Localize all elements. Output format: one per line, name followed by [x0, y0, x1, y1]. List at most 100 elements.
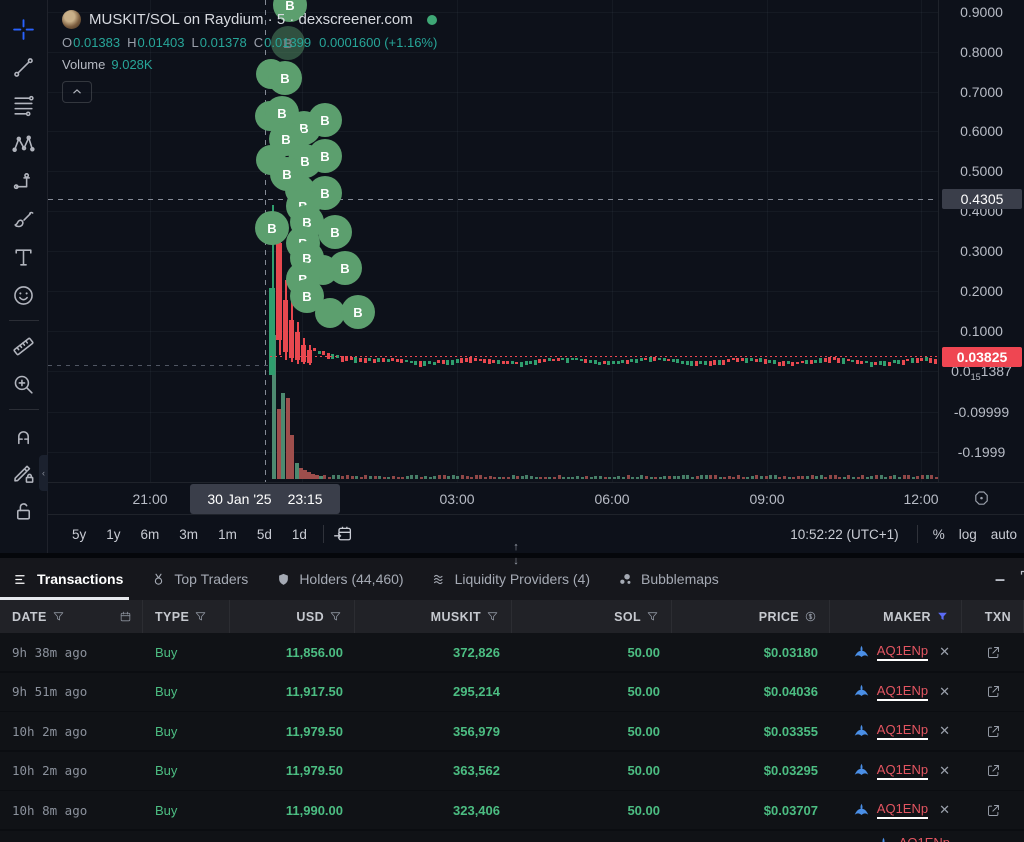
- funnel-icon[interactable]: [52, 610, 65, 623]
- buy-marker-bubble[interactable]: B: [341, 295, 375, 329]
- transaction-row[interactable]: AQ1ENp: [0, 831, 1024, 842]
- candle: [322, 351, 326, 355]
- open-transaction-icon[interactable]: [986, 724, 1001, 739]
- maker-address-link[interactable]: AQ1ENp: [899, 835, 950, 842]
- buy-marker-bubble[interactable]: B: [268, 61, 302, 95]
- pane-divider[interactable]: [0, 553, 1024, 558]
- toolbar-divider: [8, 320, 39, 321]
- candle: [593, 360, 597, 364]
- column-header-type[interactable]: TYPE: [143, 600, 230, 633]
- forecast-tool-button[interactable]: [5, 162, 43, 200]
- transaction-row[interactable]: 10h 2m ago Buy 11,979.50 356,979 50.00 $0.033…: [0, 712, 1024, 751]
- auto-scale-button[interactable]: auto: [990, 526, 1017, 542]
- brush-icon: [11, 207, 36, 232]
- tab-transactions[interactable]: Transactions: [0, 558, 137, 600]
- calendar-icon[interactable]: [119, 610, 132, 623]
- candle: [317, 350, 321, 355]
- time-axis[interactable]: 21:00 03:00 06:00 09:00 12:00 30 Jan '25 23:15: [48, 482, 939, 514]
- column-header-txn[interactable]: TXN: [962, 600, 1024, 633]
- column-header-date[interactable]: DATE: [0, 600, 143, 633]
- column-header-maker[interactable]: MAKER: [830, 600, 962, 633]
- buy-marker-bubble[interactable]: B: [273, 0, 307, 22]
- ruler-tool-button[interactable]: [5, 327, 43, 365]
- transaction-row[interactable]: 10h 2m ago Buy 11,979.50 363,562 50.00 $0.032…: [0, 751, 1024, 790]
- candle: [763, 358, 767, 365]
- range-button-1y[interactable]: 1y: [106, 526, 121, 542]
- range-button-5y[interactable]: 5y: [72, 526, 87, 542]
- open-transaction-icon[interactable]: [986, 684, 1001, 699]
- xabcd-pattern-tool-button[interactable]: [5, 124, 43, 162]
- emoji-tool-button[interactable]: [5, 276, 43, 314]
- maker-address-link[interactable]: AQ1ENp: [876, 643, 929, 661]
- buy-marker-bubble[interactable]: B: [271, 26, 305, 60]
- tab-top-traders[interactable]: Top Traders: [137, 558, 262, 600]
- volume-bar: [553, 477, 556, 479]
- maker-address-link[interactable]: AQ1ENp: [876, 722, 929, 741]
- trend-line-tool-button[interactable]: [5, 48, 43, 86]
- transaction-row[interactable]: 9h 51m ago Buy 11,917.50 295,214 50.00 $0.040…: [0, 672, 1024, 711]
- fib-lines-tool-button[interactable]: [5, 86, 43, 124]
- price-axis[interactable]: 0.9000 0.8000 0.7000 0.6000 0.5000 0.4000 0.43…: [938, 0, 1024, 482]
- minimize-panel-button[interactable]: –: [994, 568, 1005, 589]
- brush-tool-button[interactable]: [5, 200, 43, 238]
- candle: [901, 360, 905, 365]
- chart-plot-area[interactable]: BBBBBBBBBBBBBBBBBBBBB MUSKIT/SOL on Rayd…: [48, 0, 938, 482]
- range-button-1d[interactable]: 1d: [291, 526, 307, 542]
- tab-holders[interactable]: Holders (44,460): [262, 558, 417, 600]
- candle: [708, 361, 712, 366]
- maker-address-link[interactable]: AQ1ENp: [876, 683, 929, 701]
- remove-maker-filter-icon[interactable]: ✕: [939, 644, 950, 659]
- range-button-3m[interactable]: 3m: [179, 526, 199, 542]
- maker-address-link[interactable]: AQ1ENp: [876, 762, 929, 780]
- go-to-date-button[interactable]: [332, 524, 353, 545]
- resize-down-arrow[interactable]: ↓: [513, 555, 519, 567]
- buy-marker-bubble[interactable]: [315, 298, 345, 328]
- range-button-5d[interactable]: 5d: [256, 526, 272, 542]
- open-transaction-icon[interactable]: [986, 803, 1001, 818]
- crosshair-tool-button[interactable]: [5, 10, 43, 48]
- lock-all-tool-button[interactable]: [5, 492, 43, 530]
- range-button-6m[interactable]: 6m: [140, 526, 160, 542]
- log-scale-button[interactable]: log: [958, 526, 977, 542]
- buy-marker-bubble[interactable]: B: [290, 279, 324, 313]
- candle: [520, 362, 523, 367]
- maker-address-link[interactable]: AQ1ENp: [876, 801, 929, 820]
- column-header-muskit[interactable]: MUSKIT: [355, 600, 512, 633]
- dollar-icon[interactable]: [804, 610, 817, 623]
- text-tool-button[interactable]: [5, 238, 43, 276]
- resize-up-arrow[interactable]: ↑: [513, 541, 519, 553]
- open-transaction-icon[interactable]: [986, 763, 1001, 778]
- transaction-row[interactable]: 9h 38m ago Buy 11,856.00 372,826 50.00 $0.031…: [0, 633, 1024, 671]
- drawing-lock-tool-button[interactable]: [5, 454, 43, 492]
- expand-panel-button[interactable]: [1019, 569, 1024, 589]
- tab-liquidity-providers[interactable]: Liquidity Providers (4): [418, 558, 604, 600]
- range-button-1m[interactable]: 1m: [218, 526, 237, 542]
- toolbar-collapse-handle[interactable]: ‹: [39, 455, 48, 491]
- remove-maker-filter-icon[interactable]: ✕: [939, 762, 950, 778]
- buy-marker-bubble[interactable]: B: [308, 103, 342, 137]
- remove-maker-filter-icon[interactable]: ✕: [939, 802, 950, 818]
- buy-marker-bubble[interactable]: B: [308, 139, 342, 173]
- transaction-row[interactable]: 10h 8m ago Buy 11,990.00 323,406 50.00 $0.037…: [0, 791, 1024, 830]
- column-header-sol[interactable]: SOL: [512, 600, 672, 633]
- axis-settings-corner[interactable]: [938, 482, 1024, 514]
- remove-maker-filter-icon[interactable]: ✕: [939, 723, 950, 739]
- buy-marker-bubble[interactable]: B: [318, 215, 352, 249]
- zoom-in-tool-button[interactable]: [5, 365, 43, 403]
- percent-scale-button[interactable]: %: [932, 526, 945, 542]
- tab-bubblemaps[interactable]: Bubblemaps: [604, 558, 733, 600]
- funnel-icon[interactable]: [194, 610, 207, 623]
- column-header-usd[interactable]: USD: [230, 600, 355, 633]
- funnel-icon[interactable]: [646, 610, 659, 623]
- funnel-icon[interactable]: [329, 610, 342, 623]
- filter-active-icon[interactable]: [936, 610, 949, 623]
- funnel-icon[interactable]: [486, 610, 499, 623]
- open-transaction-icon[interactable]: [986, 645, 1001, 660]
- divider: [916, 525, 918, 543]
- column-header-price[interactable]: PRICE: [672, 600, 830, 633]
- magnet-tool-button[interactable]: [5, 416, 43, 454]
- remove-maker-filter-icon[interactable]: ✕: [939, 683, 950, 699]
- buy-marker-bubble[interactable]: B: [255, 211, 289, 245]
- clock[interactable]: 10:52:22 (UTC+1): [790, 526, 899, 542]
- legend-collapse-button[interactable]: [62, 81, 92, 103]
